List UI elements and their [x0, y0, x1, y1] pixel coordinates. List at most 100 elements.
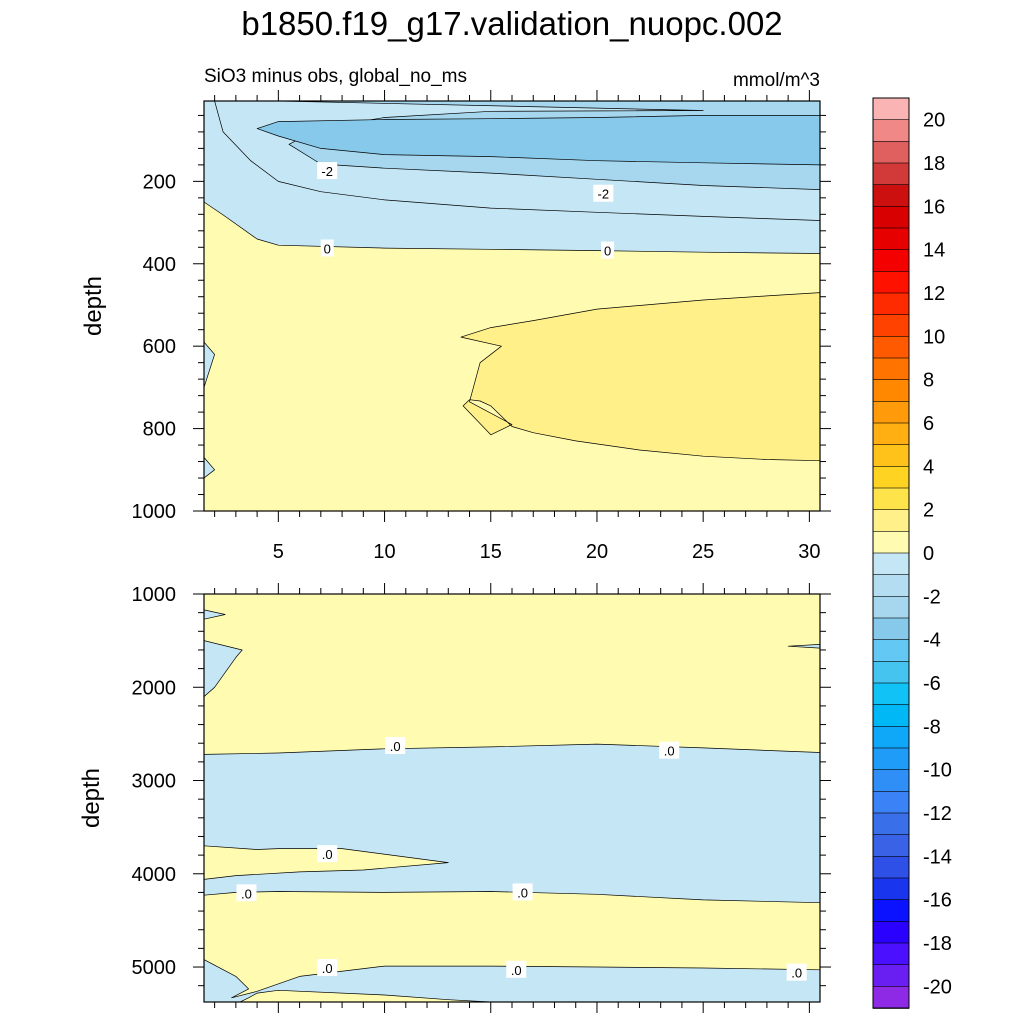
contour-label-box: [512, 883, 533, 901]
colorbar-label: 4: [923, 456, 934, 478]
y-tick-label: 200: [143, 171, 176, 193]
colorbar-label: 12: [923, 283, 945, 305]
colorbar-swatch: [872, 227, 910, 251]
contour-region: [204, 845, 449, 880]
colorbar-label: -12: [923, 803, 952, 825]
colorbar-label: 20: [923, 110, 945, 132]
contour-label-box: [385, 737, 406, 755]
colorbar-swatch: [872, 682, 910, 706]
colorbar-label: -10: [923, 760, 952, 782]
colorbar-swatch: [872, 509, 910, 533]
contour-label-box: [506, 960, 527, 978]
colorbar-swatch: [872, 552, 910, 576]
colorbar-swatch: [872, 97, 910, 121]
contour-label-box: [236, 884, 257, 902]
y-tick-label: 800: [143, 419, 176, 441]
y-tick-label: 1000: [132, 584, 177, 606]
y-tick-label: 400: [143, 254, 176, 276]
x-tick-label: 30: [798, 541, 820, 563]
colorbar-swatch: [872, 986, 910, 1009]
colorbar-swatch: [872, 249, 910, 273]
colorbar-swatch: [872, 747, 910, 771]
colorbar-swatch: [872, 899, 910, 923]
colorbar-label: 18: [923, 153, 945, 175]
contour-label: 0: [324, 242, 331, 257]
contour-region: [204, 959, 820, 1002]
contour-region: [204, 457, 215, 479]
contour-label: .0: [664, 744, 675, 759]
colorbar-swatch: [872, 921, 910, 944]
contour-label-box: [317, 162, 338, 180]
colorbar-swatch: [872, 791, 910, 814]
colorbar-label: 10: [923, 326, 945, 348]
contour-label-box: [320, 239, 334, 257]
contour-label: -2: [598, 187, 610, 202]
colorbar-swatch: [872, 964, 910, 988]
x-tick-label: 5: [273, 541, 284, 563]
colorbar-swatch: [872, 401, 910, 424]
contour-label-box: [659, 741, 680, 759]
contour-label: .0: [241, 886, 252, 901]
contour-region: [204, 341, 215, 388]
colorbar-swatch: [872, 942, 910, 966]
contour-label-box: [317, 958, 338, 976]
colorbar-frame: [872, 97, 910, 1009]
colorbar-label: -14: [923, 846, 952, 868]
colorbar-label: 6: [923, 413, 934, 435]
colorbar-swatch: [872, 769, 910, 793]
colorbar: 20181614121086420-2-4-6-8-10-12-14-16-18…: [872, 97, 952, 1009]
top-contour-panel: SiO3 minus obs, global_no_ms mmol/m^3 de…: [80, 66, 831, 563]
colorbar-swatch: [872, 596, 910, 619]
colorbar-swatch: [872, 877, 910, 901]
colorbar-swatch: [872, 141, 910, 164]
colorbar-swatch: [872, 336, 910, 359]
x-tick-label: 25: [692, 541, 714, 563]
contour-region: [787, 644, 820, 649]
contour-field: .0 .0 .0 .0 .0 .0 .0 .0: [204, 594, 820, 1002]
colorbar-label: 14: [923, 240, 945, 262]
colorbar-swatch: [872, 162, 910, 186]
colorbar-swatch: [872, 444, 910, 468]
contour-label: .0: [390, 739, 401, 754]
colorbar-swatch: [872, 422, 910, 446]
x-tick-label: 10: [373, 541, 395, 563]
colorbar-swatch: [872, 206, 910, 229]
contour-label: .0: [517, 885, 528, 900]
colorbar-swatch: [872, 704, 910, 728]
top-panel-y-axis-label: depth: [80, 276, 107, 336]
figure-title: b1850.f19_g17.validation_nuopc.002: [241, 5, 782, 42]
colorbar-swatch: [872, 119, 910, 143]
y-tick-label: 1000: [132, 501, 177, 523]
contour-label-box: [786, 963, 807, 981]
x-tick-label: 20: [586, 541, 608, 563]
colorbar-label: -2: [923, 586, 941, 608]
colorbar-swatch: [872, 639, 910, 663]
colorbar-swatch: [872, 574, 910, 598]
colorbar-label: 16: [923, 196, 945, 218]
y-tick-label: 3000: [132, 771, 177, 793]
colorbar-swatch: [872, 314, 910, 338]
contour-label: .0: [322, 961, 333, 976]
colorbar-swatch: [872, 487, 910, 511]
y-tick-label: 4000: [132, 864, 177, 886]
colorbar-label: -18: [923, 933, 952, 955]
colorbar-swatch: [872, 379, 910, 403]
colorbar-label: 8: [923, 370, 934, 392]
colorbar-swatch: [872, 661, 910, 684]
colorbar-label: -20: [923, 976, 952, 998]
colorbar-swatch: [872, 292, 910, 316]
colorbar-label: 2: [923, 500, 934, 522]
x-tick-label: 15: [480, 541, 502, 563]
bottom-contour-panel: depth .0 .0 .0 .0 .0 .0 .0 .0 1000 2000 3000 4000 50…: [78, 583, 831, 1013]
contour-region: [256, 115, 820, 166]
colorbar-swatch: [872, 271, 910, 294]
y-tick-label: 5000: [132, 957, 177, 979]
colorbar-label: -16: [923, 890, 952, 912]
contour-label: .0: [511, 963, 522, 978]
colorbar-swatch: [872, 466, 910, 489]
contour-label-box: [601, 241, 615, 259]
y-tick-label: 2000: [132, 677, 177, 699]
top-panel-units: mmol/m^3: [733, 70, 820, 91]
contour-label-box: [317, 845, 338, 863]
